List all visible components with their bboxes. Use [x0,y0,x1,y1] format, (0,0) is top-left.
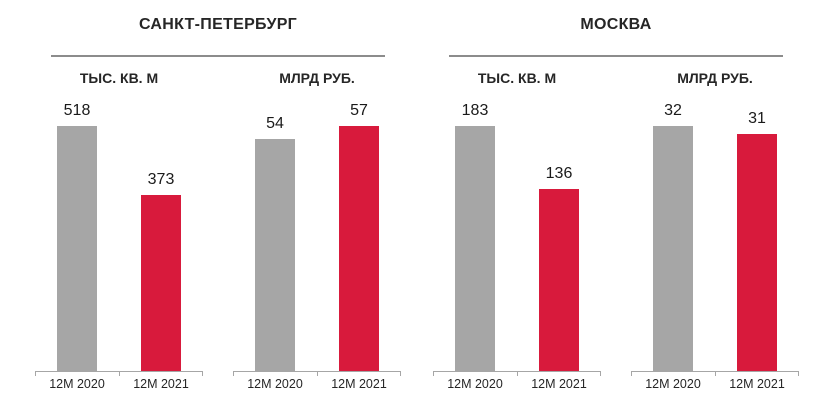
bar-column: 183 [455,101,495,371]
group-moskva: МОСКВА ТЫС. КВ. М 183 136 12M 2020 12M 202… [433,0,799,392]
axis-tick [317,371,318,376]
axis-tick [798,371,799,376]
category-label: 12M 2020 [49,377,105,391]
bar-value-label: 136 [545,165,573,182]
bar-column: 518 [57,101,97,371]
axis-tick [400,371,401,376]
bar-12m-2020 [653,126,693,371]
group-sankt-peterburg: САНКТ-ПЕТЕРБУРГ ТЫС. КВ. М 518 373 12M 20… [35,0,401,392]
bar-column: 54 [255,114,295,371]
chart-spb-volume: ТЫС. КВ. М 518 373 12M 2020 12M 2021 [35,57,203,392]
bar-12m-2020 [57,126,97,371]
plot-area: 54 57 [233,86,401,376]
chart-moscow-volume: ТЫС. КВ. М 183 136 12M 2020 12M 2021 [433,57,601,392]
category-axis: 12M 2020 12M 2021 [35,377,203,392]
bar-value-label: 518 [63,102,91,119]
axis-tick [715,371,716,376]
category-label: 12M 2020 [247,377,303,391]
bar-value-label: 57 [350,102,368,119]
bar-column: 373 [141,170,181,371]
bar-12m-2021 [737,134,777,371]
chart-unit-label: ТЫС. КВ. М [79,70,159,86]
category-label: 12M 2021 [531,377,587,391]
plot-area: 32 31 [631,86,799,376]
chart-unit-label: МЛРД РУБ. [279,70,355,86]
group-title-rule [51,55,385,57]
bar-12m-2021 [539,189,579,371]
category-label: 12M 2021 [133,377,189,391]
charts-dashboard: САНКТ-ПЕТЕРБУРГ ТЫС. КВ. М 518 373 12M 20… [35,0,799,392]
bar-value-label: 32 [664,102,682,119]
axis-tick [233,371,234,376]
axis-tick [119,371,120,376]
group-title-rule [449,55,783,57]
plot-area: 518 373 [35,86,203,376]
bar-column: 136 [539,164,579,371]
category-label: 12M 2021 [331,377,387,391]
chart-spb-revenue: МЛРД РУБ. 54 57 12M 2020 12M 2021 [233,57,401,392]
axis-tick [600,371,601,376]
category-label: 12M 2020 [645,377,701,391]
plot-area: 183 136 [433,86,601,376]
category-axis: 12M 2020 12M 2021 [433,377,601,392]
category-axis: 12M 2020 12M 2021 [233,377,401,392]
bar-12m-2020 [255,139,295,371]
chart-moscow-revenue: МЛРД РУБ. 32 31 12M 2020 12M 2021 [631,57,799,392]
category-label: 12M 2020 [447,377,503,391]
bar-value-label: 31 [748,110,766,127]
axis-tick [202,371,203,376]
category-axis: 12M 2020 12M 2021 [631,377,799,392]
bar-12m-2021 [141,195,181,371]
bar-12m-2021 [339,126,379,371]
charts-row: ТЫС. КВ. М 518 373 12M 2020 12M 2021 МЛРД … [35,57,401,392]
group-title: МОСКВА [580,16,652,33]
chart-unit-label: МЛРД РУБ. [677,70,753,86]
axis-tick [631,371,632,376]
axis-tick [517,371,518,376]
bar-12m-2020 [455,126,495,371]
bar-value-label: 183 [461,102,489,119]
bar-column: 32 [653,101,693,371]
bar-value-label: 373 [147,171,175,188]
bar-column: 57 [339,101,379,371]
chart-unit-label: ТЫС. КВ. М [477,70,557,86]
group-title: САНКТ-ПЕТЕРБУРГ [138,16,298,33]
axis-tick [35,371,36,376]
axis-tick [433,371,434,376]
category-label: 12M 2021 [729,377,785,391]
bar-value-label: 54 [266,115,284,132]
charts-row: ТЫС. КВ. М 183 136 12M 2020 12M 2021 МЛРД … [433,57,799,392]
bar-column: 31 [737,109,777,371]
